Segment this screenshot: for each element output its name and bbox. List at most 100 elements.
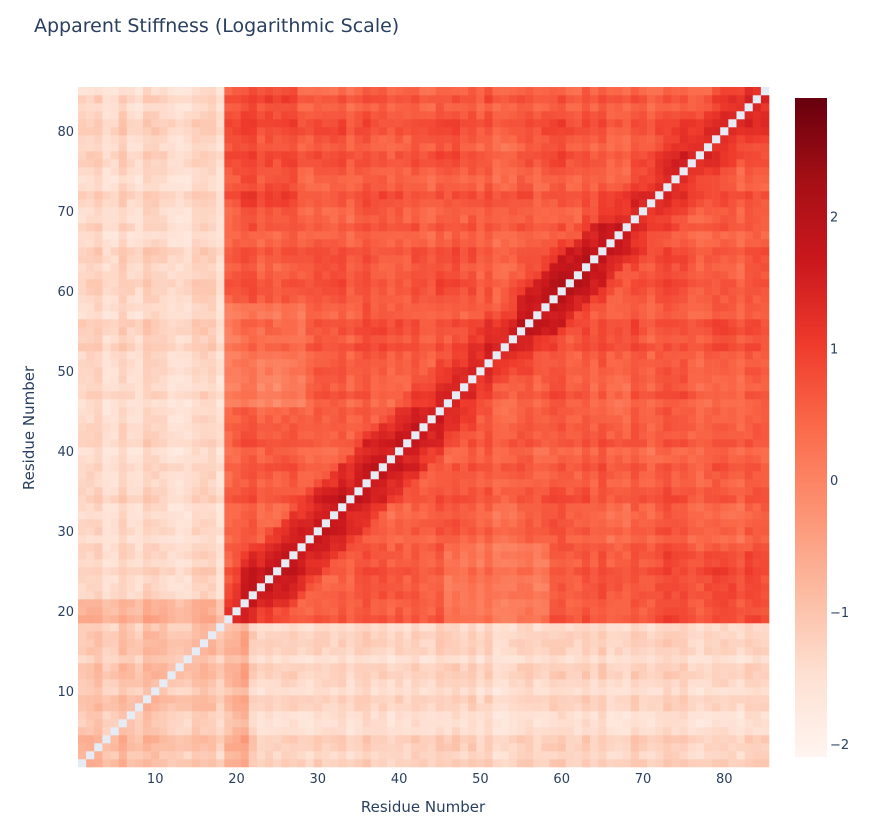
heatmap-cell[interactable] bbox=[378, 407, 388, 416]
heatmap-cell[interactable] bbox=[533, 615, 542, 624]
heatmap-cell[interactable] bbox=[248, 503, 258, 512]
heatmap-cell[interactable] bbox=[78, 399, 87, 408]
heatmap-cell[interactable] bbox=[695, 319, 705, 328]
heatmap-cell[interactable] bbox=[460, 583, 469, 592]
heatmap-cell[interactable] bbox=[598, 727, 607, 736]
heatmap-cell[interactable] bbox=[102, 575, 111, 584]
heatmap-cell[interactable] bbox=[126, 631, 136, 640]
heatmap-cell[interactable] bbox=[655, 591, 664, 600]
heatmap-cell[interactable] bbox=[411, 679, 420, 688]
heatmap-cell[interactable] bbox=[606, 471, 615, 480]
heatmap-cell[interactable] bbox=[281, 383, 290, 392]
heatmap-cell[interactable] bbox=[330, 487, 339, 496]
heatmap-cell[interactable] bbox=[224, 383, 233, 392]
heatmap-cell[interactable] bbox=[435, 743, 445, 752]
heatmap-cell[interactable] bbox=[321, 551, 331, 560]
heatmap-cell[interactable] bbox=[151, 503, 160, 512]
heatmap-cell[interactable] bbox=[126, 495, 136, 504]
heatmap-cell[interactable] bbox=[110, 319, 119, 328]
heatmap-cell[interactable] bbox=[386, 503, 396, 512]
heatmap-cell[interactable] bbox=[216, 375, 225, 384]
heatmap-cell[interactable] bbox=[346, 487, 355, 496]
heatmap-cell[interactable] bbox=[443, 567, 453, 576]
heatmap-cell[interactable] bbox=[240, 375, 250, 384]
heatmap-cell[interactable] bbox=[638, 455, 648, 464]
heatmap-cell[interactable] bbox=[102, 663, 111, 672]
heatmap-cell[interactable] bbox=[663, 583, 672, 592]
heatmap-cell[interactable] bbox=[264, 327, 274, 336]
heatmap-cell[interactable] bbox=[703, 303, 713, 312]
heatmap-cell[interactable] bbox=[484, 623, 493, 632]
heatmap-cell[interactable] bbox=[533, 431, 542, 440]
heatmap-cell[interactable] bbox=[525, 703, 534, 712]
heatmap-cell[interactable] bbox=[102, 495, 111, 504]
heatmap-cell[interactable] bbox=[451, 687, 461, 696]
heatmap-cell[interactable] bbox=[240, 351, 250, 360]
heatmap-cell[interactable] bbox=[395, 599, 404, 608]
heatmap-cell[interactable] bbox=[183, 559, 193, 568]
heatmap-cell[interactable] bbox=[484, 727, 493, 736]
heatmap-cell[interactable] bbox=[663, 671, 672, 680]
heatmap-cell[interactable] bbox=[403, 727, 412, 736]
heatmap-cell[interactable] bbox=[614, 679, 623, 688]
heatmap-cell[interactable] bbox=[687, 567, 697, 576]
heatmap-cell[interactable] bbox=[760, 351, 770, 360]
heatmap-cell[interactable] bbox=[86, 423, 95, 432]
heatmap-cell[interactable] bbox=[321, 447, 331, 456]
heatmap-cell[interactable] bbox=[338, 423, 347, 432]
heatmap-cell[interactable] bbox=[256, 295, 266, 304]
heatmap-cell[interactable] bbox=[663, 751, 672, 760]
heatmap-cell[interactable] bbox=[484, 479, 493, 488]
heatmap-cell[interactable] bbox=[248, 311, 258, 320]
heatmap-cell[interactable] bbox=[256, 607, 266, 616]
heatmap-cell[interactable] bbox=[525, 351, 534, 360]
heatmap-cell[interactable] bbox=[297, 679, 306, 688]
heatmap-cell[interactable] bbox=[476, 479, 485, 488]
heatmap-cell[interactable] bbox=[264, 599, 274, 608]
heatmap-cell[interactable] bbox=[224, 511, 233, 520]
heatmap-cell[interactable] bbox=[330, 727, 339, 736]
heatmap-cell[interactable] bbox=[598, 647, 607, 656]
heatmap-cell[interactable] bbox=[167, 703, 176, 712]
heatmap-cell[interactable] bbox=[86, 463, 95, 472]
heatmap-cell[interactable] bbox=[451, 527, 461, 536]
heatmap-cell[interactable] bbox=[752, 359, 762, 368]
heatmap-cell[interactable] bbox=[289, 487, 298, 496]
heatmap-cell[interactable] bbox=[752, 751, 762, 760]
heatmap-cell[interactable] bbox=[378, 527, 388, 536]
heatmap-cell[interactable] bbox=[663, 391, 672, 400]
heatmap-cell[interactable] bbox=[248, 343, 258, 352]
heatmap-cell[interactable] bbox=[175, 439, 184, 448]
heatmap-cell[interactable] bbox=[720, 599, 729, 608]
heatmap-cell[interactable] bbox=[151, 359, 160, 368]
heatmap-cell[interactable] bbox=[647, 415, 656, 424]
heatmap-cell[interactable] bbox=[695, 655, 705, 664]
heatmap-cell[interactable] bbox=[655, 391, 664, 400]
heatmap-cell[interactable] bbox=[159, 735, 168, 744]
heatmap-cell[interactable] bbox=[395, 727, 404, 736]
heatmap-cell[interactable] bbox=[695, 567, 705, 576]
heatmap-cell[interactable] bbox=[362, 647, 371, 656]
heatmap-cell[interactable] bbox=[508, 759, 518, 768]
heatmap-cell[interactable] bbox=[208, 671, 217, 680]
heatmap-cell[interactable] bbox=[460, 575, 469, 584]
heatmap-cell[interactable] bbox=[590, 487, 599, 496]
heatmap-cell[interactable] bbox=[598, 359, 607, 368]
heatmap-cell[interactable] bbox=[167, 663, 176, 672]
heatmap-cell[interactable] bbox=[110, 295, 119, 304]
heatmap-cell[interactable] bbox=[703, 575, 713, 584]
heatmap-cell[interactable] bbox=[102, 391, 111, 400]
heatmap-cell[interactable] bbox=[720, 575, 729, 584]
heatmap-cell[interactable] bbox=[86, 655, 95, 664]
heatmap-cell[interactable] bbox=[435, 319, 445, 328]
heatmap-cell[interactable] bbox=[232, 679, 241, 688]
heatmap-cell[interactable] bbox=[508, 391, 518, 400]
heatmap-cell[interactable] bbox=[354, 567, 363, 576]
heatmap-cell[interactable] bbox=[281, 471, 290, 480]
heatmap-cell[interactable] bbox=[476, 327, 485, 336]
heatmap-cell[interactable] bbox=[118, 623, 128, 632]
heatmap-cell[interactable] bbox=[476, 567, 485, 576]
heatmap-cell[interactable] bbox=[183, 311, 193, 320]
heatmap-cell[interactable] bbox=[110, 487, 119, 496]
heatmap-cell[interactable] bbox=[264, 727, 274, 736]
